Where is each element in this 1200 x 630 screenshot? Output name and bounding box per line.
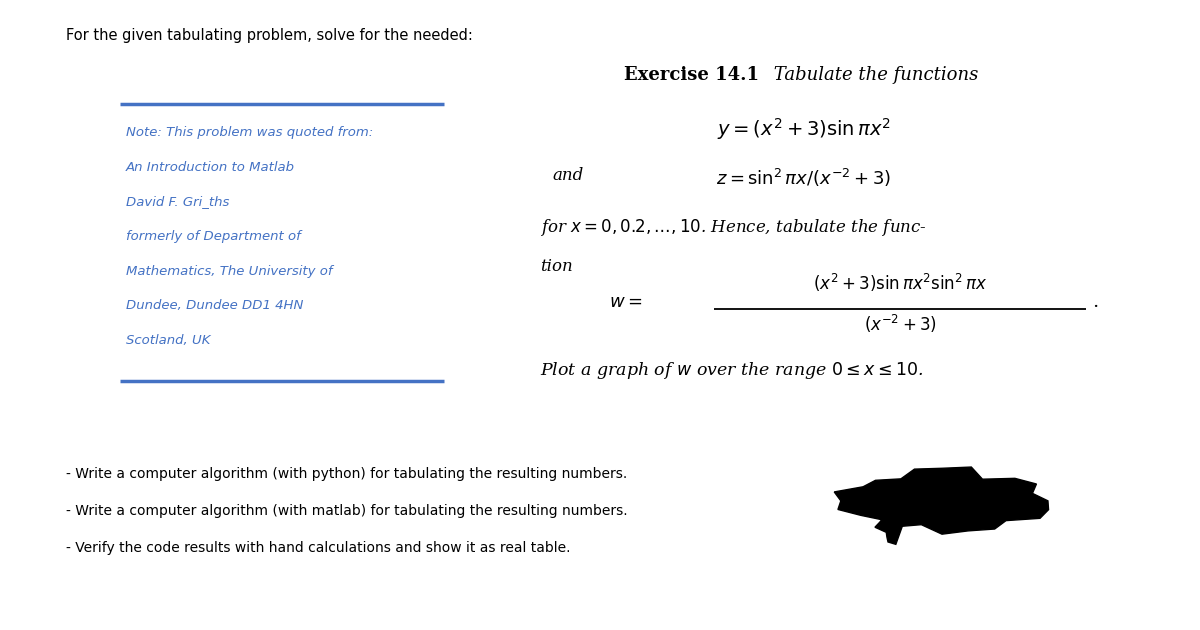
Polygon shape	[875, 498, 912, 544]
Text: - Write a computer algorithm (with matlab) for tabulating the resulting numbers.: - Write a computer algorithm (with matla…	[66, 504, 628, 518]
Text: Tabulate the functions: Tabulate the functions	[768, 66, 978, 84]
Text: Dundee, Dundee DD1 4HN: Dundee, Dundee DD1 4HN	[126, 299, 304, 312]
Text: An Introduction to Matlab: An Introduction to Matlab	[126, 161, 295, 174]
Text: $(x^{-2}+3)$: $(x^{-2}+3)$	[864, 313, 936, 335]
Text: tion: tion	[540, 258, 572, 275]
Text: for $x = 0, 0.2,\ldots, 10$. Hence, tabulate the func-: for $x = 0, 0.2,\ldots, 10$. Hence, tabu…	[540, 217, 926, 238]
Text: For the given tabulating problem, solve for the needed:: For the given tabulating problem, solve …	[66, 28, 473, 43]
Text: $w = $: $w = $	[608, 294, 642, 311]
Text: Mathematics, The University of: Mathematics, The University of	[126, 265, 332, 278]
Text: David F. Gri_ths: David F. Gri_ths	[126, 195, 229, 209]
Text: Scotland, UK: Scotland, UK	[126, 334, 210, 347]
Text: $z = \sin^2 \pi x/(x^{-2} + 3)$: $z = \sin^2 \pi x/(x^{-2} + 3)$	[716, 167, 892, 189]
Text: Plot a graph of $w$ over the range $0 \leq x \leq 10$.: Plot a graph of $w$ over the range $0 \l…	[540, 360, 923, 381]
Polygon shape	[834, 467, 1049, 534]
Text: $y = (x^2 + 3)\sin \pi x^2$: $y = (x^2 + 3)\sin \pi x^2$	[718, 117, 890, 142]
Text: - Write a computer algorithm (with python) for tabulating the resulting numbers.: - Write a computer algorithm (with pytho…	[66, 467, 628, 481]
Text: and: and	[552, 167, 583, 184]
Text: Exercise 14.1: Exercise 14.1	[624, 66, 760, 84]
Text: $(x^2 + 3)\sin \pi x^2 \sin^2 \pi x$: $(x^2 + 3)\sin \pi x^2 \sin^2 \pi x$	[812, 272, 988, 294]
Text: .: .	[1092, 294, 1098, 311]
Text: Note: This problem was quoted from:: Note: This problem was quoted from:	[126, 126, 373, 139]
Text: - Verify the code results with hand calculations and show it as real table.: - Verify the code results with hand calc…	[66, 541, 570, 554]
Text: formerly of Department of: formerly of Department of	[126, 230, 301, 243]
